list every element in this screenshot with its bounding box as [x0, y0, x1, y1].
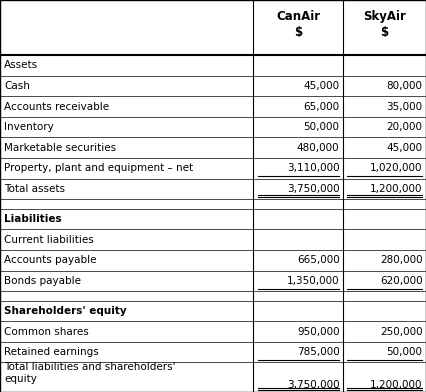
Text: 1,200,000: 1,200,000 — [370, 184, 423, 194]
Text: Cash: Cash — [4, 81, 30, 91]
Text: Common shares: Common shares — [4, 327, 89, 336]
Text: 50,000: 50,000 — [386, 347, 423, 357]
Text: Total assets: Total assets — [4, 184, 65, 194]
Text: 620,000: 620,000 — [380, 276, 423, 286]
Text: 3,750,000: 3,750,000 — [287, 379, 340, 390]
Text: 250,000: 250,000 — [380, 327, 423, 336]
Text: Marketable securities: Marketable securities — [4, 143, 116, 153]
Text: 80,000: 80,000 — [386, 81, 423, 91]
Text: 1,200,000: 1,200,000 — [370, 379, 423, 390]
Text: 50,000: 50,000 — [303, 122, 340, 132]
Text: 45,000: 45,000 — [303, 81, 340, 91]
Text: Accounts receivable: Accounts receivable — [4, 102, 109, 111]
Text: 20,000: 20,000 — [386, 122, 423, 132]
Text: Assets: Assets — [4, 60, 38, 70]
Text: Liabilities: Liabilities — [4, 214, 62, 224]
Text: Retained earnings: Retained earnings — [4, 347, 99, 357]
Text: 1,350,000: 1,350,000 — [287, 276, 340, 286]
Text: Accounts payable: Accounts payable — [4, 255, 97, 265]
Text: SkyAir
$: SkyAir $ — [363, 10, 406, 39]
Text: 3,110,000: 3,110,000 — [287, 163, 340, 173]
Text: Total liabilities and shareholders'
equity: Total liabilities and shareholders' equi… — [4, 362, 176, 384]
Text: 45,000: 45,000 — [386, 143, 423, 153]
Text: Bonds payable: Bonds payable — [4, 276, 81, 286]
Text: 480,000: 480,000 — [297, 143, 340, 153]
Text: 1,020,000: 1,020,000 — [370, 163, 423, 173]
Text: CanAir
$: CanAir $ — [276, 10, 320, 39]
Text: Inventory: Inventory — [4, 122, 54, 132]
Text: 950,000: 950,000 — [297, 327, 340, 336]
Text: 3,750,000: 3,750,000 — [287, 184, 340, 194]
Text: 665,000: 665,000 — [297, 255, 340, 265]
Text: 280,000: 280,000 — [380, 255, 423, 265]
Text: 65,000: 65,000 — [303, 102, 340, 111]
Text: 785,000: 785,000 — [297, 347, 340, 357]
Text: 35,000: 35,000 — [386, 102, 423, 111]
Text: Current liabilities: Current liabilities — [4, 234, 94, 245]
Text: Shareholders' equity: Shareholders' equity — [4, 306, 127, 316]
Text: Property, plant and equipment – net: Property, plant and equipment – net — [4, 163, 193, 173]
